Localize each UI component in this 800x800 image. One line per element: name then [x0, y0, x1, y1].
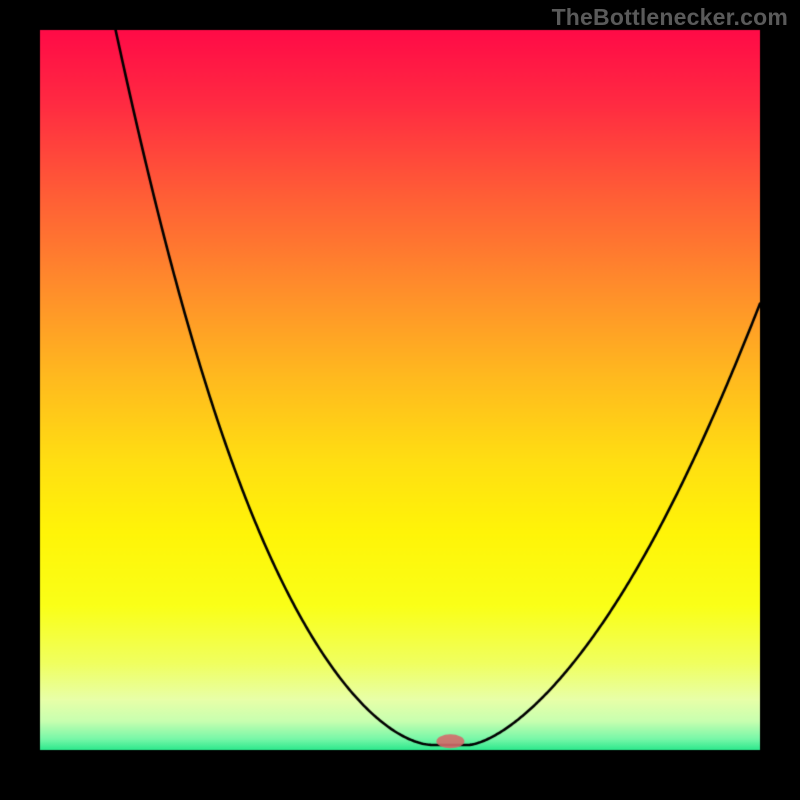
bottleneck-chart: [0, 0, 800, 800]
watermark-text: TheBottlenecker.com: [552, 4, 788, 31]
